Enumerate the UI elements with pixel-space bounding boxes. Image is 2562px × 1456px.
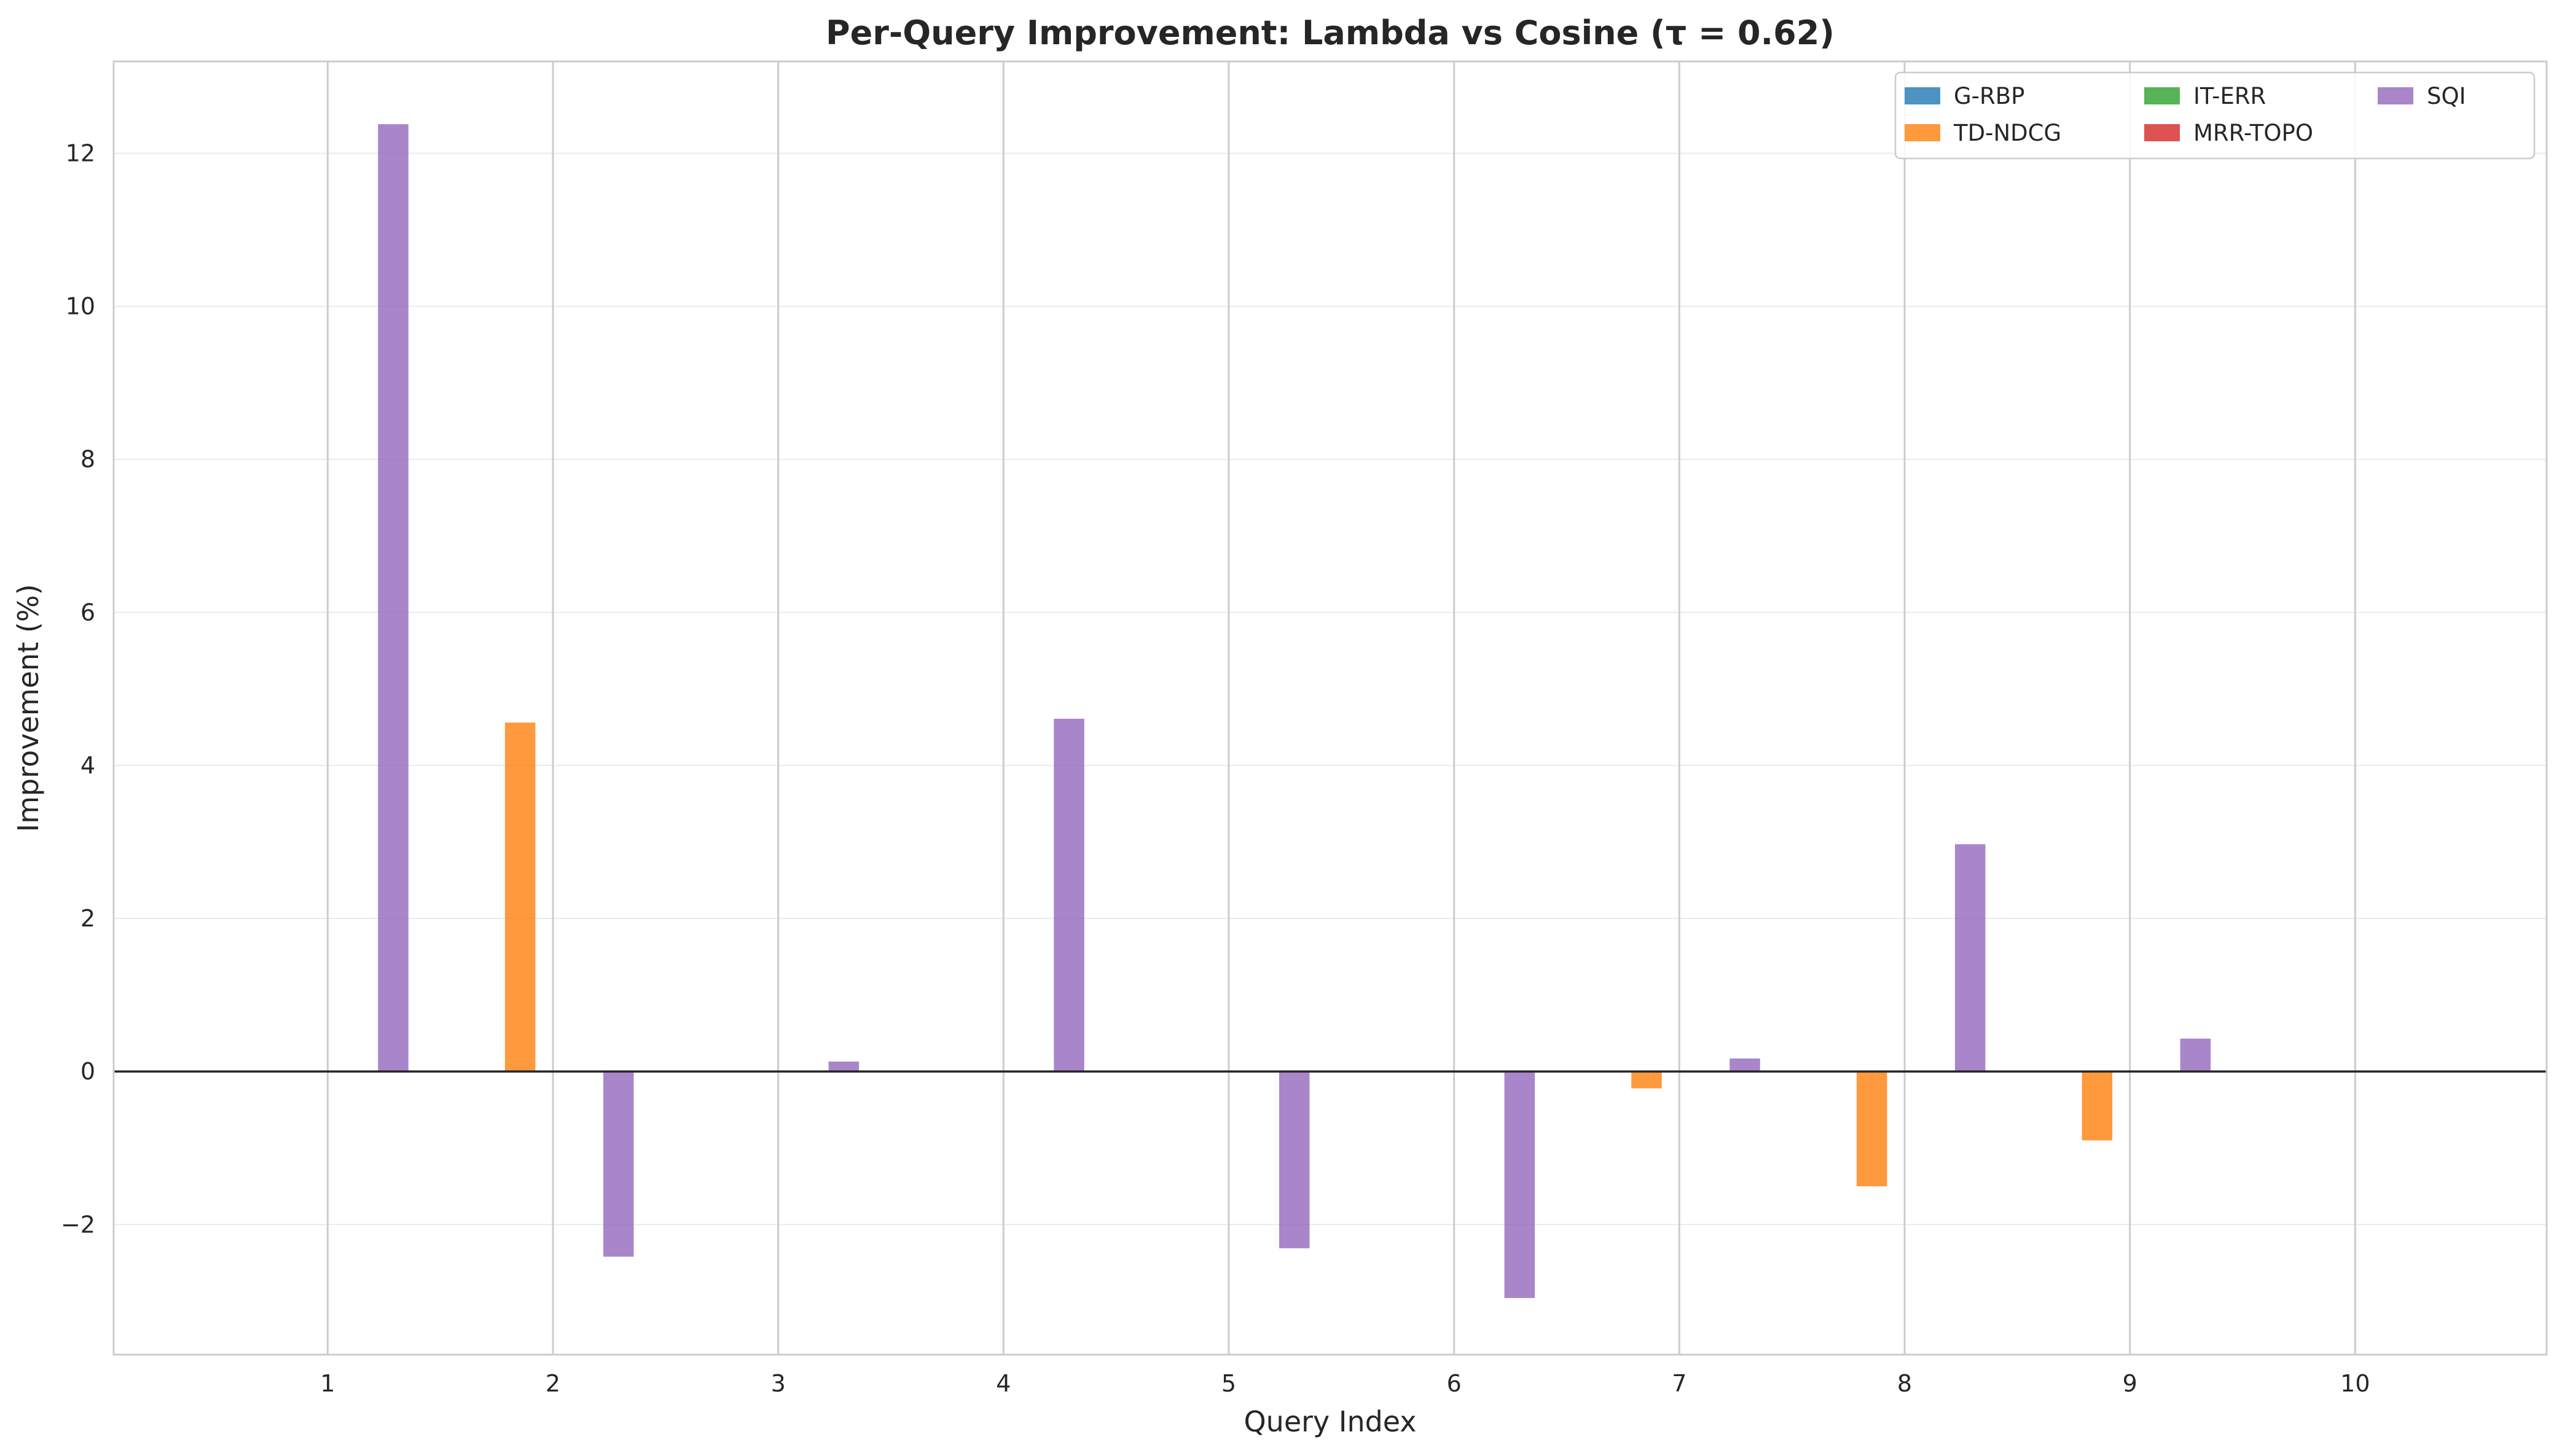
bar-sqi	[828, 1061, 860, 1072]
bar-td-ndcg	[504, 722, 536, 1072]
x-tick-label: 4	[996, 1370, 1011, 1397]
y-tick-label: 8	[80, 446, 95, 473]
legend-label-g-rbp: G-RBP	[1954, 83, 2024, 109]
legend-swatch-sqi	[2378, 87, 2413, 104]
x-tick-label: 2	[546, 1370, 560, 1397]
legend-label-sqi: SQI	[2427, 83, 2466, 109]
plot-frame	[112, 60, 2548, 1356]
x-tick-label: 6	[1447, 1370, 1462, 1397]
bar-sqi	[1054, 718, 1084, 1072]
bar-td-ndcg	[1631, 1071, 1662, 1089]
legend-label-it-err: IT-ERR	[2193, 83, 2266, 109]
y-tick-label: 6	[80, 599, 95, 626]
y-tick-label: 2	[80, 905, 95, 932]
legend-swatch-g-rbp	[1905, 87, 1940, 104]
bars-layer	[378, 124, 2211, 1298]
x-tick-label: 10	[2340, 1370, 2370, 1397]
bar-sqi	[378, 124, 409, 1072]
x-tick-label: 5	[1221, 1370, 1236, 1397]
bar-sqi	[1730, 1058, 1760, 1072]
legend-swatch-mrr-topo	[2144, 124, 2180, 141]
x-tick-label: 8	[1897, 1370, 1912, 1397]
legend: G-RBP TD-NDCG IT-ERR MRR-TOPO SQI	[1894, 71, 2536, 160]
grid-layer	[114, 61, 2547, 1355]
y-tick-label: 10	[66, 293, 95, 320]
legend-label-td-ndcg: TD-NDCG	[1953, 120, 2061, 146]
x-tick-label: 3	[771, 1370, 786, 1397]
x-tick-label: 7	[1672, 1370, 1686, 1397]
bar-td-ndcg	[2082, 1071, 2113, 1141]
y-axis-label: Improvement (%)	[12, 584, 45, 832]
bar-sqi	[1504, 1071, 1535, 1298]
y-tick-label: 12	[66, 139, 95, 166]
legend-box	[1894, 71, 2536, 160]
x-tick-label: 9	[2123, 1370, 2137, 1397]
bar-td-ndcg	[1856, 1071, 1887, 1186]
x-tick-label: 1	[320, 1370, 335, 1397]
y-tick-label: 4	[80, 752, 95, 779]
legend-swatch-td-ndcg	[1905, 124, 1940, 141]
bar-sqi	[1954, 844, 1986, 1072]
y-tick-label: 0	[80, 1058, 95, 1085]
bar-sqi	[603, 1071, 634, 1257]
y-tick-label: −2	[61, 1211, 95, 1238]
chart-title: Per-Query Improvement: Lambda vs Cosine …	[826, 14, 1835, 52]
bar-sqi	[2180, 1038, 2211, 1072]
x-axis-label: Query Index	[1244, 1405, 1416, 1438]
legend-label-mrr-topo: MRR-TOPO	[2193, 120, 2313, 146]
legend-swatch-it-err	[2144, 87, 2180, 104]
bar-sqi	[1279, 1071, 1310, 1248]
